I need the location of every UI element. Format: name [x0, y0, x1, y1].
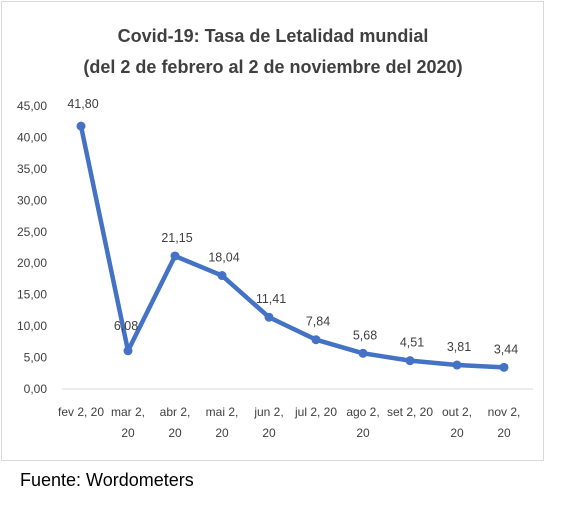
- x-tick-label: out 2, 20: [442, 405, 472, 440]
- data-label: 3,81: [447, 340, 471, 354]
- data-points: [76, 121, 509, 372]
- x-tick-label: fev 2, 20: [58, 405, 104, 419]
- series-line-path: [78, 123, 507, 370]
- x-axis: fev 2, 20 mar 2, 20 abr 2, 20 mai 2, 20 jun 2, 2…: [58, 388, 533, 440]
- data-point: [123, 346, 133, 356]
- x-tick-label: mar 2, 20: [111, 405, 145, 440]
- data-point: [170, 251, 180, 261]
- y-tick-label: 30,00: [17, 193, 47, 207]
- data-label: 4,51: [400, 336, 424, 350]
- y-tick-label: 0,00: [24, 382, 48, 396]
- data-point: [499, 362, 509, 372]
- data-point: [311, 335, 321, 345]
- data-point: [264, 312, 274, 322]
- data-label: 6,08: [114, 319, 138, 333]
- y-axis: 0,00 5,00 10,00 15,00 20,00 25,00 30,00 35,00 40…: [17, 99, 47, 396]
- data-point: [452, 360, 462, 370]
- data-point: [405, 356, 415, 366]
- data-point: [217, 271, 227, 281]
- x-tick-label: mai 2, 20: [206, 405, 239, 440]
- data-label: 18,04: [208, 251, 239, 265]
- chart-frame: Covid-19: Tasa de Letalidad mundial (del…: [1, 1, 544, 461]
- data-labels: 41,80 6,08 21,15 18,04 11,41 7,84 5,68 4,51 3,81…: [67, 97, 518, 356]
- line-chart: Covid-19: Tasa de Letalidad mundial (del…: [17, 26, 533, 440]
- x-tick-label: ago 2, 20: [346, 405, 379, 440]
- data-label: 7,84: [306, 315, 330, 329]
- x-tick-label: jul 2, 20: [294, 405, 337, 419]
- y-tick-label: 15,00: [17, 288, 47, 302]
- data-label: 3,44: [494, 342, 518, 356]
- x-tick-label: abr 2, 20: [160, 405, 191, 440]
- chart-title-line-2: (del 2 de febrero al 2 de noviembre del …: [83, 57, 462, 77]
- data-label: 41,80: [67, 97, 98, 111]
- y-tick-label: 25,00: [17, 225, 47, 239]
- chart-title-line-1: Covid-19: Tasa de Letalidad mundial: [118, 26, 429, 46]
- data-label: 5,68: [353, 328, 377, 342]
- x-tick-label: nov 2, 20: [488, 405, 521, 440]
- x-tick-label: jun 2, 20: [253, 405, 283, 440]
- y-tick-label: 45,00: [17, 99, 47, 113]
- y-tick-label: 10,00: [17, 319, 47, 333]
- y-tick-label: 20,00: [17, 256, 47, 270]
- data-label: 21,15: [161, 231, 192, 245]
- x-tick-label: set 2, 20: [387, 405, 433, 419]
- source-note: Fuente: Wordometers: [20, 470, 194, 490]
- y-tick-label: 35,00: [17, 162, 47, 176]
- y-tick-label: 40,00: [17, 130, 47, 144]
- data-point: [76, 121, 86, 131]
- series-line: [78, 123, 507, 370]
- data-label: 11,41: [256, 292, 286, 306]
- y-tick-label: 5,00: [24, 351, 48, 365]
- data-point: [358, 348, 368, 358]
